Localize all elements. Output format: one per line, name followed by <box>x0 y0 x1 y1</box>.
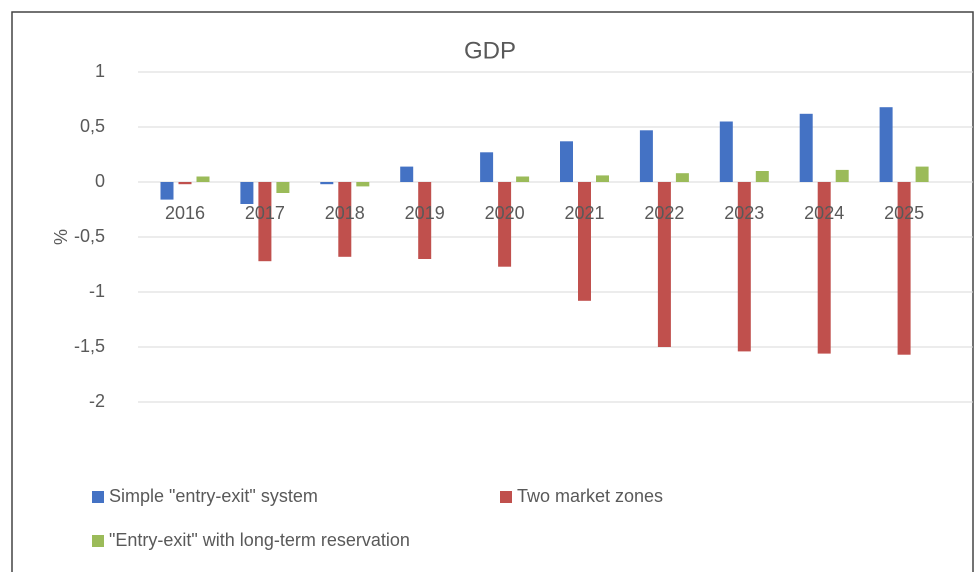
legend-swatch <box>92 535 104 547</box>
bar <box>498 182 512 267</box>
x-tick-label: 2019 <box>405 203 445 223</box>
bar <box>817 182 831 354</box>
chart-frame <box>11 11 974 577</box>
x-tick-label: 2020 <box>485 203 525 223</box>
y-tick-label: -1 <box>89 281 105 301</box>
y-tick-label: -2 <box>89 391 105 411</box>
bar <box>835 169 849 182</box>
x-tick-label: 2022 <box>644 203 684 223</box>
bar <box>737 182 751 352</box>
y-axis-title: % <box>51 229 71 245</box>
x-tick-label: 2016 <box>165 203 205 223</box>
bar <box>276 182 290 193</box>
bar <box>755 171 769 182</box>
bar <box>719 121 733 182</box>
bar <box>196 176 210 182</box>
y-tick-label: -0,5 <box>74 226 105 246</box>
bar <box>560 141 573 182</box>
legend-label: Simple "entry-exit" system <box>109 486 318 506</box>
bar <box>178 182 192 185</box>
legend-label: Two market zones <box>517 486 663 506</box>
x-tick-label: 2018 <box>325 203 365 223</box>
legend-label: "Entry-exit" with long-term reservation <box>109 530 410 550</box>
bar <box>657 182 671 347</box>
x-tick-label: 2024 <box>804 203 844 223</box>
chart-title: GDP <box>464 37 516 64</box>
legend-swatch <box>92 491 104 503</box>
bar <box>596 175 609 182</box>
bar <box>578 182 591 301</box>
bar <box>400 166 414 182</box>
y-tick-label: -1,5 <box>74 336 105 356</box>
legend-swatch <box>500 491 512 503</box>
y-tick-label: 1 <box>95 61 105 81</box>
bar <box>915 166 929 182</box>
x-tick-label: 2025 <box>884 203 924 223</box>
bar <box>799 113 813 182</box>
x-tick-label: 2017 <box>245 203 285 223</box>
x-tick-label: 2023 <box>724 203 764 223</box>
bar <box>516 176 530 182</box>
bar <box>879 107 893 182</box>
y-tick-label: 0 <box>95 171 105 191</box>
bar <box>320 182 334 185</box>
bar <box>338 182 352 257</box>
x-tick-label: 2021 <box>564 203 604 223</box>
bar <box>240 182 254 204</box>
y-tick-label: 0,5 <box>80 116 105 136</box>
bar <box>639 130 653 182</box>
bar <box>356 182 370 187</box>
bar <box>897 182 911 355</box>
bar <box>418 182 432 259</box>
bar <box>258 182 272 262</box>
bar <box>675 173 689 182</box>
bar <box>160 182 174 200</box>
bar <box>480 152 494 182</box>
